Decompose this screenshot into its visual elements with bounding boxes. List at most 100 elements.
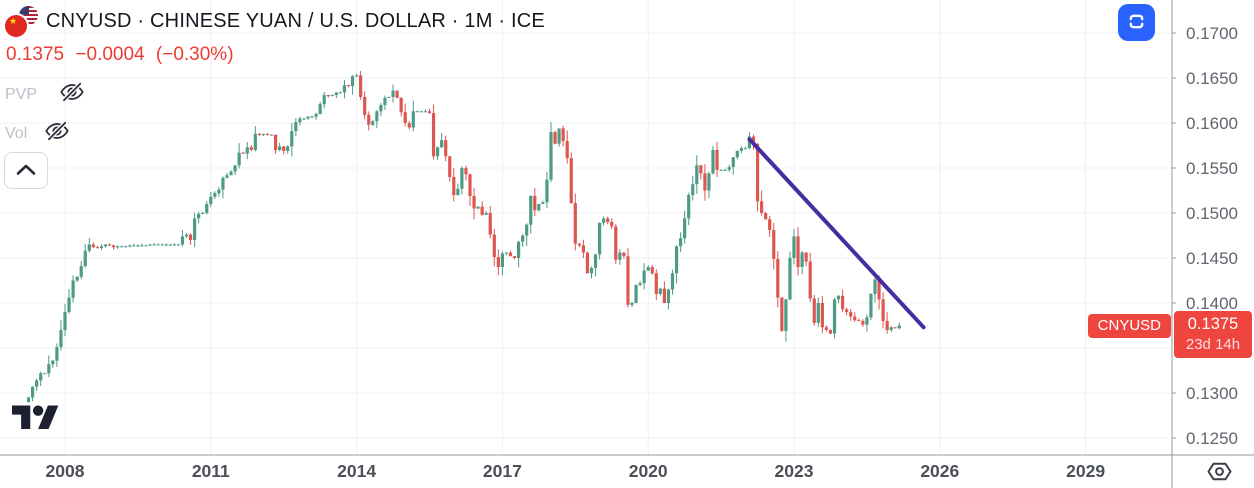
candle-body xyxy=(845,309,849,312)
candle-body xyxy=(521,235,525,242)
candle-body xyxy=(298,118,302,123)
candle-body xyxy=(707,173,711,191)
candle-body xyxy=(379,105,383,112)
candle-body xyxy=(593,254,598,268)
candle-body xyxy=(792,236,796,258)
candle-body xyxy=(383,97,387,105)
price-row: 0.1375 −0.0004 (−0.30%) xyxy=(6,44,240,66)
candle-body xyxy=(253,133,257,150)
candle-body xyxy=(124,246,128,248)
candle-body xyxy=(456,188,460,195)
eye-off-icon[interactable] xyxy=(44,118,70,149)
candle-body xyxy=(63,312,67,330)
time-axis-label[interactable]: 2011 xyxy=(192,461,230,481)
candle-body xyxy=(585,252,590,274)
price-axis-label[interactable]: 0.1400 xyxy=(1186,294,1238,313)
candle-body xyxy=(464,168,468,175)
candle-body xyxy=(800,252,804,267)
candle-body xyxy=(87,244,91,251)
settings-icon[interactable] xyxy=(1204,460,1235,488)
candle-body xyxy=(784,299,788,331)
candle-body xyxy=(893,327,897,329)
candle-body xyxy=(780,297,784,331)
candle-body xyxy=(205,204,209,213)
candle-body xyxy=(460,168,464,189)
candle-body xyxy=(711,150,715,174)
indicator-pvp-label[interactable]: PVP xyxy=(5,85,38,103)
time-axis-label[interactable]: 2008 xyxy=(46,461,85,481)
candle-body xyxy=(59,330,63,348)
last-price-badge[interactable]: 0.1375 23d 14h xyxy=(1174,311,1252,358)
candle-body xyxy=(731,157,735,168)
price-axis-label[interactable]: 0.1250 xyxy=(1186,429,1238,448)
candle-body xyxy=(565,141,569,159)
candle-body xyxy=(371,121,375,125)
candle-body xyxy=(841,295,845,310)
candle-body xyxy=(885,321,889,330)
candle-body xyxy=(836,295,841,300)
price-axis-label[interactable]: 0.1700 xyxy=(1186,24,1238,43)
candle-body xyxy=(423,111,428,113)
candle-body xyxy=(375,111,379,122)
eye-off-icon[interactable] xyxy=(59,79,85,110)
candle-body xyxy=(488,213,492,235)
badge-countdown: 23d 14h xyxy=(1185,336,1241,353)
candle-body xyxy=(47,364,51,374)
time-axis-label[interactable]: 2023 xyxy=(775,461,814,481)
candle-body xyxy=(188,234,193,240)
candle-body xyxy=(816,303,820,323)
candle-body xyxy=(112,245,116,248)
candle-body xyxy=(431,113,436,157)
candle-body xyxy=(403,112,407,123)
price-axis-gutter[interactable] xyxy=(1172,0,1254,488)
candle-body xyxy=(225,175,229,178)
candle-body xyxy=(824,327,828,330)
candle-body xyxy=(172,244,176,246)
time-axis-label[interactable]: 2017 xyxy=(483,461,522,481)
time-axis-label[interactable]: 2014 xyxy=(337,461,376,481)
candle-body xyxy=(233,165,237,172)
candle-body xyxy=(164,244,168,246)
indicator-row-pvp: PVP xyxy=(5,79,85,110)
candle-body xyxy=(43,373,47,375)
price-axis-label[interactable]: 0.1450 xyxy=(1186,249,1238,268)
candle-body xyxy=(719,169,723,171)
candle-body xyxy=(160,244,164,246)
candle-body xyxy=(695,165,699,185)
time-axis-label[interactable]: 2029 xyxy=(1066,461,1105,481)
candle-body xyxy=(723,169,727,171)
time-axis-label[interactable]: 2020 xyxy=(629,461,668,481)
candle-body xyxy=(322,95,326,105)
collapse-legend-button[interactable] xyxy=(4,152,48,189)
candle-body xyxy=(577,243,581,246)
candle-body xyxy=(249,147,253,150)
price-axis-label[interactable]: 0.1550 xyxy=(1186,159,1238,178)
candle-body xyxy=(419,111,423,113)
candle-body xyxy=(314,114,318,117)
fullscreen-button[interactable] xyxy=(1118,4,1155,41)
price-axis-label[interactable]: 0.1650 xyxy=(1186,69,1238,88)
chart-header: CNYUSD · CHINESE YUAN / U.S. DOLLAR · 1M… xyxy=(5,6,545,37)
price-axis-label[interactable]: 0.1600 xyxy=(1186,114,1238,133)
candle-body xyxy=(743,148,747,150)
candle-body xyxy=(557,128,561,144)
candle-body xyxy=(573,203,577,244)
price-axis-label[interactable]: 0.1500 xyxy=(1186,204,1238,223)
candle-body xyxy=(294,122,298,132)
symbol-title[interactable]: CNYUSD · CHINESE YUAN / U.S. DOLLAR · 1M… xyxy=(46,10,545,32)
price-change-text: −0.0004 xyxy=(75,44,145,65)
indicator-vol-label[interactable]: Vol xyxy=(5,124,28,142)
candle-body xyxy=(440,140,444,148)
candle-body xyxy=(614,226,618,260)
candle-body xyxy=(468,174,472,196)
candle-body xyxy=(735,150,739,158)
tradingview-logo[interactable] xyxy=(11,400,60,442)
candle-body xyxy=(269,134,274,136)
time-axis-gutter[interactable] xyxy=(0,455,1254,488)
time-axis-label[interactable]: 2026 xyxy=(920,461,959,481)
candle-body xyxy=(533,195,537,211)
price-axis-label[interactable]: 0.1300 xyxy=(1186,384,1238,403)
candle-body xyxy=(662,288,666,303)
trendline-annotation[interactable] xyxy=(747,137,926,330)
